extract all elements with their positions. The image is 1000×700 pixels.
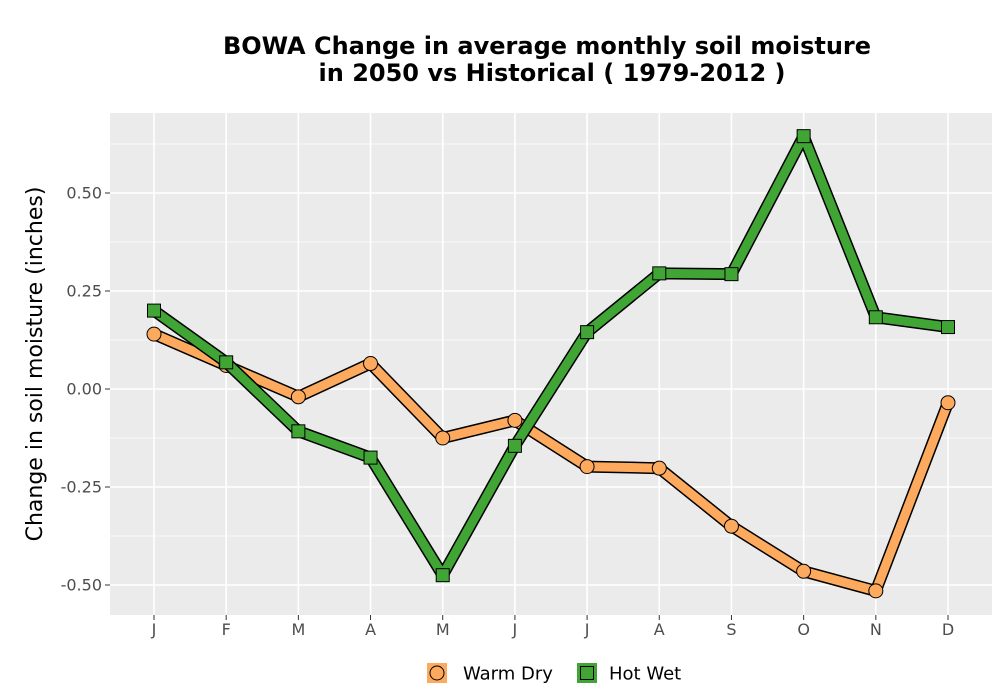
chart-title-line1: BOWA Change in average monthly soil mois… [223,32,871,60]
data-point [435,568,450,583]
y-tick-label: 0.25 [66,282,102,301]
legend-marker [429,665,445,681]
legend-item: Hot Wet [577,663,681,685]
y-tick-label: 0.00 [66,380,102,399]
y-tick-label: 0.50 [66,184,102,203]
data-point [507,438,522,453]
data-point [290,389,306,405]
data-point [363,356,379,372]
data-point [651,460,667,476]
legend-label: Warm Dry [463,664,553,685]
data-point [147,303,161,318]
x-tick-label: J [584,620,590,639]
data-point [291,424,306,439]
series-warm-dry [146,326,956,599]
x-tick-label: J [512,620,518,639]
series-hot-wet [147,129,955,583]
data-point [219,355,234,370]
x-tick-label: A [654,620,665,639]
data-point [796,129,811,144]
data-point [868,583,884,599]
data-point [723,518,739,534]
x-tick-label: F [222,620,231,639]
data-point [579,459,595,475]
x-tick-label: S [726,620,736,639]
x-tick-label: M [436,620,450,639]
y-axis-ticks: -0.50 -0.25 0.00 0.25 0.50 [61,184,110,595]
data-point [724,267,739,282]
series-line [149,131,953,580]
x-tick-label: J [151,620,157,639]
chart-title-line2: in 2050 vs Historical ( 1979-2012 ) [319,59,786,87]
data-point [796,563,812,579]
y-tick-label: -0.25 [61,478,102,497]
legend-marker [580,666,594,680]
data-point [868,310,883,325]
legend-item: Warm Dry [427,663,553,685]
plot-panel [110,113,992,615]
series-layer [146,129,956,599]
data-point [507,412,523,428]
data-point [435,430,451,446]
series-line [149,329,953,596]
legend: Warm Dry Hot Wet [427,663,681,685]
data-point [146,326,162,342]
data-point [940,395,956,411]
x-tick-label: M [291,620,305,639]
data-point [580,325,595,340]
data-point [363,450,378,465]
x-tick-label: O [797,620,810,639]
y-tick-label: -0.50 [61,576,102,595]
data-point [652,266,667,281]
legend-label: Hot Wet [609,664,681,685]
data-point [941,320,955,335]
x-tick-label: A [365,620,376,639]
x-tick-label: N [870,620,882,639]
y-axis-title: Change in soil moisture (inches) [23,187,48,542]
x-tick-label: D [942,620,954,639]
